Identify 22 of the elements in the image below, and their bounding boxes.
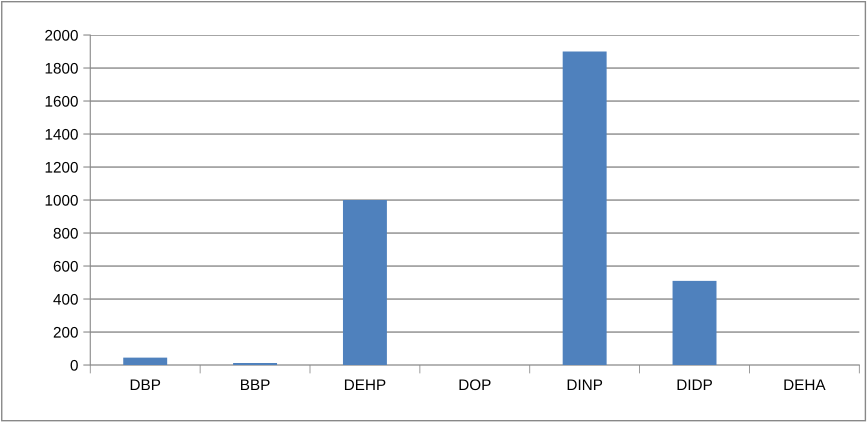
y-tick-label: 800 (54, 228, 78, 239)
y-tick-label: 0 (70, 360, 78, 371)
y-tick-label: 2000 (45, 30, 78, 41)
y-tick-label: 1000 (46, 194, 78, 206)
bar (123, 358, 168, 366)
y-tick-label: 1600 (46, 96, 78, 107)
y-tick-label: 1800 (46, 62, 78, 74)
x-tick-label: DOP (459, 379, 491, 390)
x-tick-label: DBP (130, 379, 160, 390)
x-tick-label: DEHP (344, 379, 386, 390)
y-tick-label: 200 (54, 326, 78, 338)
x-tick-label: DEHA (784, 379, 826, 390)
bar (672, 280, 716, 366)
y-tick-label: 600 (54, 260, 78, 272)
y-tick-label: 1400 (46, 128, 78, 140)
bar (342, 200, 387, 366)
x-tick-label: BBP (241, 379, 270, 390)
y-tick-label: 1200 (46, 162, 78, 173)
bar (562, 52, 607, 366)
x-tick-label: DINP (568, 379, 602, 390)
x-tick-label: DIDP (678, 379, 712, 390)
y-tick-label: 400 (53, 294, 78, 305)
